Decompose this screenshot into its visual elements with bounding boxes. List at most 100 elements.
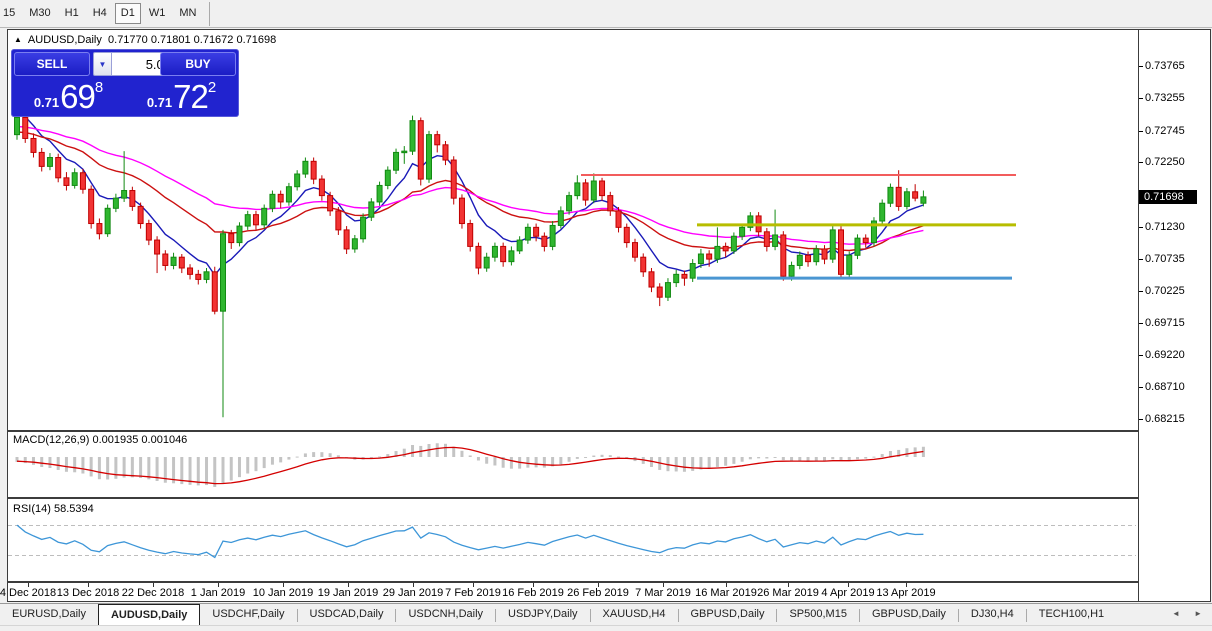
chart-tab-audusd-daily[interactable]: AUDUSD,Daily [97, 604, 201, 625]
date-axis-label: 13 Apr 2019 [876, 587, 936, 599]
price-axis-label: 0.69220 [1145, 349, 1185, 361]
date-axis-tick [848, 583, 849, 587]
macd-indicator-canvas[interactable] [8, 432, 1138, 498]
date-axis-tick [88, 583, 89, 587]
date-axis-tick [413, 583, 414, 587]
date-axis-label: 22 Dec 2018 [121, 587, 185, 599]
price-axis-tick [1139, 98, 1143, 99]
chevron-down-icon: ▼ [98, 60, 107, 69]
price-axis-tick [1139, 259, 1143, 260]
date-axis-tick [473, 583, 474, 587]
price-axis-label: 0.68710 [1145, 381, 1185, 393]
tab-separator [677, 609, 679, 622]
date-axis-label: 10 Jan 2019 [252, 587, 314, 599]
toolbar-separator [209, 2, 211, 26]
date-axis-tick [533, 583, 534, 587]
price-axis-tick [1139, 227, 1143, 228]
date-axis-tick [598, 583, 599, 587]
timeframe-button-w1[interactable]: W1 [148, 7, 166, 19]
tab-separator [957, 609, 959, 622]
price-axis-tick [1139, 323, 1143, 324]
pane-separator[interactable] [8, 497, 1210, 499]
chart-tab-usdcad-daily[interactable]: USDCAD,Daily [309, 608, 384, 620]
date-axis-label: 4 Dec 2018 [0, 587, 57, 599]
price-axis-label: 0.70225 [1145, 285, 1185, 297]
sell-price-prefix: 0.71 [33, 95, 60, 110]
pane-separator[interactable] [8, 430, 1210, 432]
collapse-panel-icon[interactable]: ▲ [14, 35, 22, 44]
chart-tab-dj30-h4[interactable]: DJ30,H4 [970, 608, 1014, 620]
tab-separator [495, 609, 497, 622]
current-price-tag: 0.71698 [1139, 190, 1197, 204]
price-axis-label: 0.68215 [1145, 413, 1185, 425]
chart-tab-tech100-h1[interactable]: TECH100,H1 [1038, 608, 1105, 620]
date-axis-label: 13 Dec 2018 [56, 587, 120, 599]
tab-separator [1025, 609, 1027, 622]
price-axis-label: 0.72745 [1145, 125, 1185, 137]
buy-button[interactable]: BUY [160, 52, 236, 76]
date-axis-label: 7 Feb 2019 [445, 587, 501, 599]
price-axis-tick [1139, 291, 1143, 292]
price-axis-label: 0.73765 [1145, 60, 1185, 72]
tab-scroll-arrows[interactable]: ◄ ► [1171, 609, 1208, 618]
date-axis-label: 19 Jan 2019 [317, 587, 379, 599]
price-axis-label: 0.70735 [1145, 253, 1185, 265]
price-axis-tick [1139, 66, 1143, 67]
chart-ohlc-values: 0.71770 0.71801 0.71672 0.71698 [108, 34, 277, 46]
date-axis-tick [726, 583, 727, 587]
rsi-label: RSI(14) 58.5394 [13, 503, 94, 515]
timeframe-button-h1[interactable]: H1 [64, 7, 79, 19]
chart-symbol-label: AUDUSD,Daily [27, 34, 102, 46]
date-axis-tick [663, 583, 664, 587]
chart-tab-gbpusd-daily[interactable]: GBPUSD,Daily [690, 608, 765, 620]
price-axis-tick [1139, 419, 1143, 420]
timeframe-button-15[interactable]: 15 [3, 7, 16, 19]
date-axis-label: 26 Mar 2019 [757, 587, 819, 599]
price-axis[interactable]: 0.73765 0.73255 0.72745 0.72250 0.71230 0.707… [1138, 30, 1210, 601]
volume-decrease-button[interactable]: ▼ [93, 52, 112, 76]
pane-separator[interactable] [8, 581, 1210, 583]
chart-tab-usdchf-daily[interactable]: USDCHF,Daily [212, 608, 285, 620]
rsi-value: 58.5394 [53, 503, 94, 515]
price-axis-label: 0.72250 [1145, 156, 1185, 168]
date-axis-tick [906, 583, 907, 587]
date-axis-tick [28, 583, 29, 587]
chart-tab-gbpusd-daily[interactable]: GBPUSD,Daily [871, 608, 946, 620]
chart-title: ▲ AUDUSD,Daily 0.71770 0.71801 0.71672 0.… [14, 34, 276, 46]
sell-price-display[interactable]: 0.71 69 8 [14, 78, 123, 114]
date-axis-label: 29 Jan 2019 [382, 587, 444, 599]
timeframe-toolbar: 15 M30 H1 H4 D1 W1 MN [0, 0, 1212, 28]
timeframe-button-h4[interactable]: H4 [92, 7, 107, 19]
main-chart-canvas[interactable] [8, 30, 1138, 431]
chart-tab-sp500-m15[interactable]: SP500,M15 [789, 608, 847, 620]
sell-price-big-digits: 69 [60, 78, 96, 115]
date-axis-label: 7 Mar 2019 [635, 587, 691, 599]
rsi-indicator-canvas[interactable] [8, 500, 1138, 582]
date-axis-label: 26 Feb 2019 [567, 587, 629, 599]
tab-separator [296, 609, 298, 622]
macd-values: 0.001935 0.001046 [92, 434, 188, 446]
sell-button[interactable]: SELL [14, 52, 90, 76]
price-axis-label: 0.73255 [1145, 92, 1185, 104]
buy-price-pip-digit: 2 [207, 79, 217, 96]
date-axis-tick [283, 583, 284, 587]
chart-tab-usdcnh-daily[interactable]: USDCNH,Daily [408, 608, 484, 620]
date-axis-label: 16 Mar 2019 [695, 587, 757, 599]
timeframe-button-m30[interactable]: M30 [29, 7, 51, 19]
date-axis-tick [218, 583, 219, 587]
date-axis[interactable]: 4 Dec 2018 13 Dec 2018 22 Dec 2018 1 Jan 20… [0, 583, 1138, 601]
price-axis-tick [1139, 162, 1143, 163]
sell-price-pip-digit: 8 [94, 79, 104, 96]
rsi-name: RSI(14) [13, 503, 51, 515]
chart-tab-eurusd-daily[interactable]: EURUSD,Daily [12, 608, 86, 620]
timeframe-button-d1[interactable]: D1 [114, 3, 141, 24]
chart-tab-usdjpy-daily[interactable]: USDJPY,Daily [508, 608, 578, 620]
buy-price-prefix: 0.71 [146, 95, 173, 110]
date-axis-label: 16 Feb 2019 [502, 587, 564, 599]
chart-tab-xauusd-h4[interactable]: XAUUSD,H4 [602, 608, 666, 620]
timeframe-button-mn[interactable]: MN [179, 7, 197, 19]
buy-price-display[interactable]: 0.71 72 2 [127, 78, 236, 114]
macd-name: MACD(12,26,9) [13, 434, 90, 446]
date-axis-tick [153, 583, 154, 587]
